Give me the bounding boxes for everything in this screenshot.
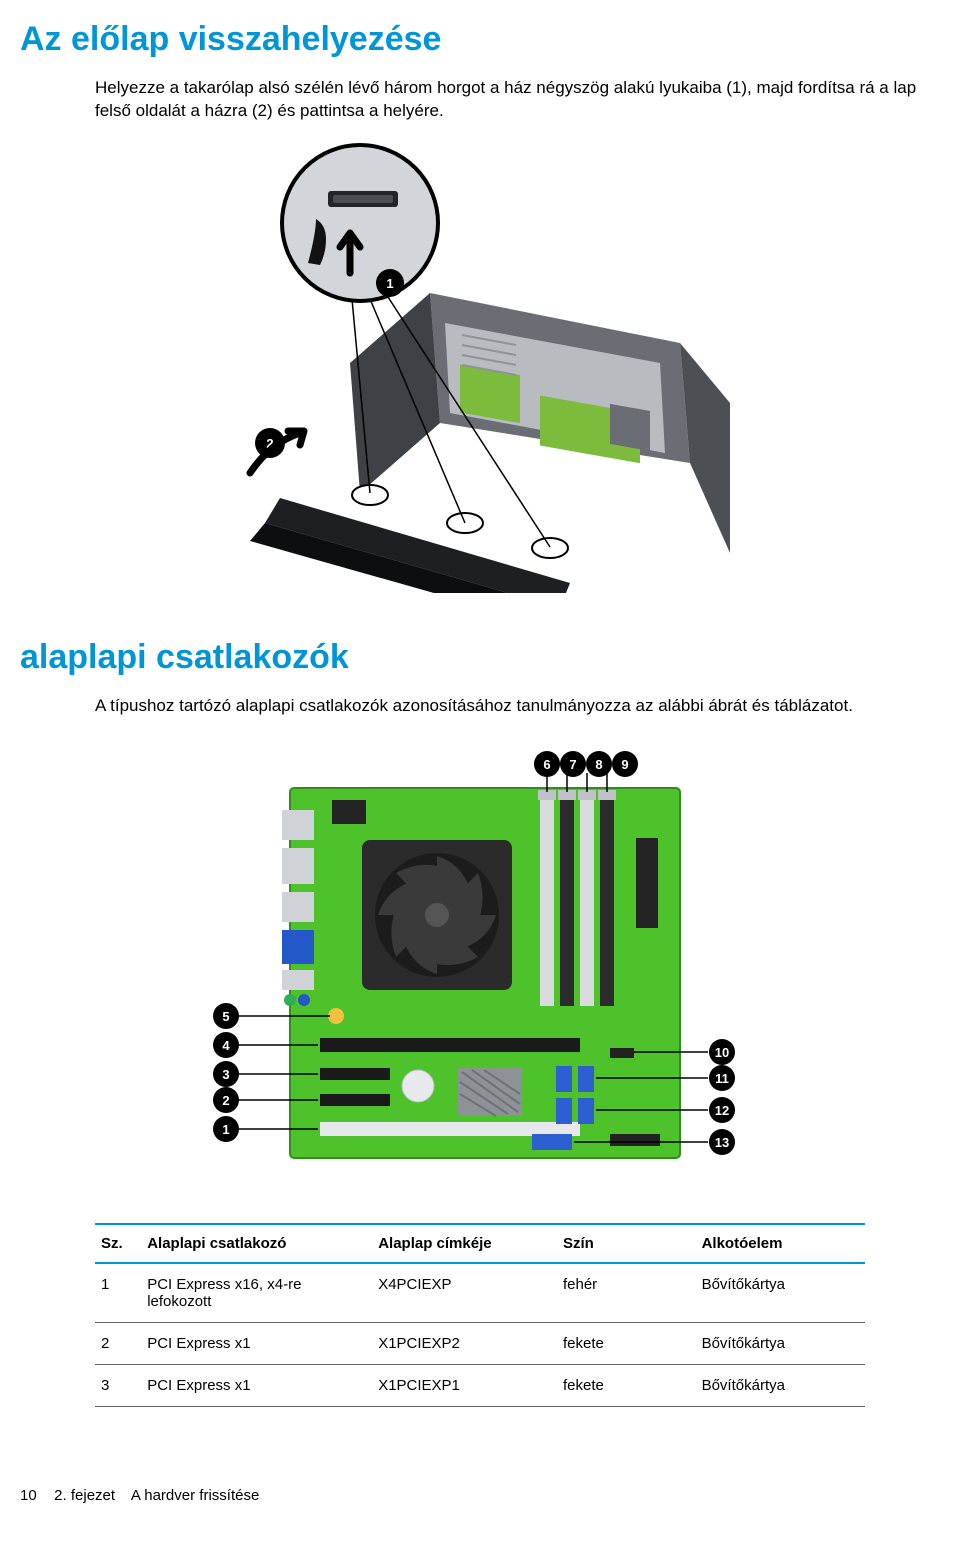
callout-2: 2 xyxy=(250,428,304,473)
cell-num: 3 xyxy=(95,1364,141,1406)
th-num: Sz. xyxy=(95,1224,141,1263)
chapter-title: A hardver frissítése xyxy=(131,1487,259,1504)
page-footer: 10 2. fejezet A hardver frissítése xyxy=(20,1487,940,1504)
svg-text:6: 6 xyxy=(543,757,550,772)
callouts-top: 6 7 8 9 xyxy=(534,751,638,792)
cell-component: Bővítőkártya xyxy=(696,1364,865,1406)
svg-text:7: 7 xyxy=(569,757,576,772)
io-ports xyxy=(282,810,314,1006)
chipset-heatsink xyxy=(458,1068,522,1116)
th-label: Alaplap címkéje xyxy=(372,1224,557,1263)
cell-color: fehér xyxy=(557,1263,696,1323)
section2-title: alaplapi csatlakozók xyxy=(20,638,940,677)
cell-component: Bővítőkártya xyxy=(696,1322,865,1364)
svg-text:10: 10 xyxy=(715,1045,729,1060)
table-row: 2 PCI Express x1 X1PCIEXP2 fekete Bővítő… xyxy=(95,1322,865,1364)
cell-num: 1 xyxy=(95,1263,141,1323)
cell-num: 2 xyxy=(95,1322,141,1364)
svg-text:5: 5 xyxy=(222,1009,229,1024)
svg-text:1: 1 xyxy=(386,276,393,291)
th-component: Alkotóelem xyxy=(696,1224,865,1263)
cell-label: X1PCIEXP1 xyxy=(372,1364,557,1406)
figure-motherboard: 6 7 8 9 5 4 3 2 1 10 11 12 13 xyxy=(20,738,940,1183)
cell-connector: PCI Express x1 xyxy=(141,1364,372,1406)
svg-text:3: 3 xyxy=(222,1067,229,1082)
section1-title: Az előlap visszahelyezése xyxy=(20,20,940,59)
cell-color: fekete xyxy=(557,1322,696,1364)
inset-magnifier xyxy=(282,145,438,301)
svg-text:12: 12 xyxy=(715,1103,729,1118)
th-color: Szín xyxy=(557,1224,696,1263)
section2-body: A típushoz tartózó alaplapi csatlakozók … xyxy=(95,695,940,718)
cell-connector: PCI Express x16, x4-re lefokozott xyxy=(141,1263,372,1323)
table-row: 1 PCI Express x16, x4-re lefokozott X4PC… xyxy=(95,1263,865,1323)
cell-color: fekete xyxy=(557,1364,696,1406)
table-header-row: Sz. Alaplapi csatlakozó Alaplap címkéje … xyxy=(95,1224,865,1263)
svg-text:11: 11 xyxy=(715,1071,729,1086)
section1-body: Helyezze a takarólap alsó szélén lévő há… xyxy=(95,77,940,123)
chassis xyxy=(250,293,730,593)
svg-text:1: 1 xyxy=(222,1122,229,1137)
th-connector: Alaplapi csatlakozó xyxy=(141,1224,372,1263)
cell-label: X4PCIEXP xyxy=(372,1263,557,1323)
page-number: 10 xyxy=(20,1487,50,1504)
svg-text:13: 13 xyxy=(715,1135,729,1150)
chapter-label: 2. fejezet xyxy=(54,1487,115,1504)
callout-1-inset: 1 xyxy=(376,269,404,297)
figure-bezel-reinstall: 1 2 xyxy=(20,143,940,598)
cell-label: X1PCIEXP2 xyxy=(372,1322,557,1364)
cell-connector: PCI Express x1 xyxy=(141,1322,372,1364)
table-row: 3 PCI Express x1 X1PCIEXP1 fekete Bővítő… xyxy=(95,1364,865,1406)
svg-text:8: 8 xyxy=(595,757,602,772)
cell-component: Bővítőkártya xyxy=(696,1263,865,1323)
cpu-cooler xyxy=(362,840,512,990)
svg-text:9: 9 xyxy=(621,757,628,772)
connector-table: Sz. Alaplapi csatlakozó Alaplap címkéje … xyxy=(95,1223,865,1407)
svg-text:4: 4 xyxy=(222,1038,230,1053)
svg-text:2: 2 xyxy=(222,1093,229,1108)
